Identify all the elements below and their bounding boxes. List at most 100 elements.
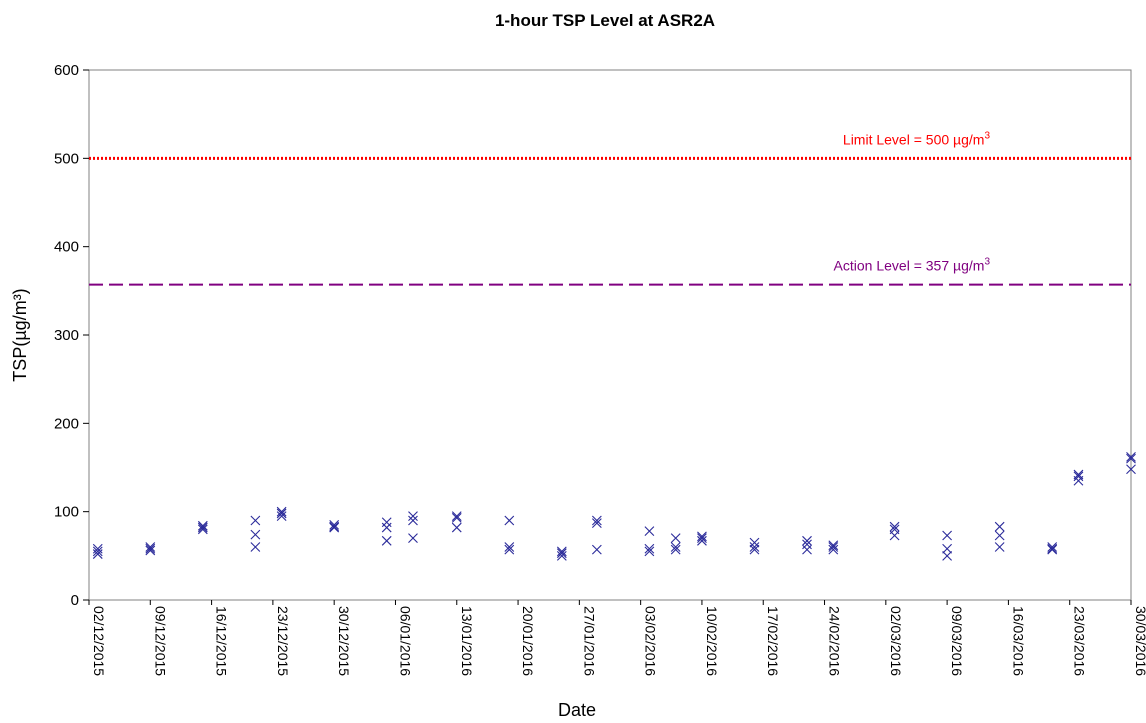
- data-point: [276, 508, 287, 519]
- data-point: [1047, 542, 1058, 552]
- data-point: [1073, 471, 1084, 482]
- data-point: [250, 529, 261, 540]
- data-point: [1047, 543, 1058, 554]
- y-tick-label: 200: [54, 415, 79, 432]
- y-tick-label: 300: [54, 327, 79, 344]
- y-tick-label: 400: [54, 239, 79, 256]
- data-point: [644, 526, 655, 536]
- data-point: [145, 542, 156, 552]
- x-tick-label: 16/03/2016: [1010, 606, 1026, 676]
- data-point: [381, 517, 392, 528]
- data-point: [556, 548, 567, 559]
- data-point: [942, 550, 953, 561]
- data-point: [670, 542, 681, 552]
- data-point: [828, 540, 839, 551]
- data-point: [994, 521, 1005, 532]
- data-point: [1126, 453, 1136, 464]
- data-point: [591, 515, 602, 526]
- data-point: [994, 542, 1005, 552]
- y-tick-label: 500: [54, 150, 79, 167]
- data-point: [381, 535, 392, 546]
- data-point: [828, 544, 839, 555]
- reference-line-label: Limit Level = 500 µg/m3: [843, 130, 991, 147]
- data-point: [670, 533, 681, 544]
- data-point: [1047, 544, 1058, 555]
- data-point: [802, 535, 812, 546]
- data-point: [250, 515, 261, 526]
- data-point: [697, 535, 707, 546]
- x-axis-title: Date: [558, 700, 596, 720]
- data-point: [329, 521, 340, 532]
- data-point: [994, 530, 1005, 541]
- data-point: [408, 533, 418, 544]
- x-tick-label: 06/01/2016: [397, 606, 413, 676]
- x-axis: 02/12/2015 09/12/2015 16/12/2015 23/12/2015…: [88, 600, 1146, 676]
- data-point: [828, 542, 839, 552]
- data-point: [408, 511, 418, 521]
- data-point: [942, 530, 953, 541]
- data-point: [329, 522, 340, 533]
- data-point: [749, 542, 760, 552]
- data-point: [276, 511, 287, 521]
- data-point: [889, 521, 900, 532]
- data-point: [145, 543, 156, 554]
- data-point: [749, 537, 760, 548]
- data-point: [591, 544, 602, 555]
- data-point: [451, 511, 462, 521]
- data-point: [697, 533, 707, 544]
- y-tick-label: 600: [54, 62, 79, 79]
- y-tick-label: 0: [71, 592, 79, 609]
- data-point: [504, 544, 515, 555]
- data-point: [556, 546, 567, 557]
- data-point: [644, 543, 655, 554]
- data-point: [329, 520, 340, 530]
- y-axis-title: TSP(µg/m³): [10, 288, 30, 381]
- data-point: [556, 550, 567, 561]
- x-tick-label: 23/12/2015: [275, 606, 291, 676]
- x-tick-label: 03/02/2016: [643, 606, 659, 676]
- x-tick-label: 17/02/2016: [765, 606, 781, 676]
- x-tick-label: 02/03/2016: [888, 606, 904, 676]
- data-point: [749, 544, 760, 555]
- x-tick-label: 27/01/2016: [581, 606, 597, 676]
- data-point: [1126, 452, 1136, 462]
- x-tick-label: 16/12/2015: [214, 606, 230, 676]
- data-point: [591, 518, 602, 529]
- x-tick-label: 30/12/2015: [336, 606, 352, 676]
- x-tick-label: 24/02/2016: [827, 606, 843, 676]
- y-axis: 0 100 200 300 400 500 600: [54, 62, 89, 609]
- data-point: [670, 544, 681, 555]
- data-point: [1073, 469, 1084, 480]
- x-tick-label: 09/03/2016: [949, 606, 965, 676]
- reference-lines: Limit Level = 500 µg/m3 Action Level = 35…: [89, 130, 1131, 286]
- data-point: [92, 543, 103, 554]
- data-point: [451, 522, 462, 533]
- data-point: [92, 546, 103, 557]
- data-point: [197, 522, 208, 533]
- data-points: [92, 452, 1136, 561]
- data-point: [250, 542, 261, 552]
- data-point: [504, 542, 515, 552]
- x-tick-label: 09/12/2015: [152, 606, 168, 676]
- x-tick-label: 13/01/2016: [459, 606, 475, 676]
- data-point: [1126, 464, 1136, 475]
- data-point: [802, 539, 812, 550]
- data-point: [942, 543, 953, 554]
- data-point: [145, 545, 156, 556]
- plot-area: [88, 69, 1132, 601]
- data-point: [197, 520, 208, 531]
- data-point: [197, 524, 208, 535]
- y-tick-label: 100: [54, 504, 79, 521]
- chart-title: 1-hour TSP Level at ASR2A: [495, 11, 715, 30]
- x-tick-label: 20/01/2016: [520, 606, 536, 676]
- data-point: [451, 512, 462, 523]
- data-point: [889, 524, 900, 535]
- data-point: [644, 546, 655, 557]
- reference-line-label: Action Level = 357 µg/m3: [834, 257, 991, 274]
- data-point: [276, 506, 287, 517]
- data-point: [697, 531, 707, 542]
- x-tick-label: 02/12/2015: [91, 606, 107, 676]
- x-tick-label: 23/03/2016: [1072, 606, 1088, 676]
- data-point: [408, 515, 418, 526]
